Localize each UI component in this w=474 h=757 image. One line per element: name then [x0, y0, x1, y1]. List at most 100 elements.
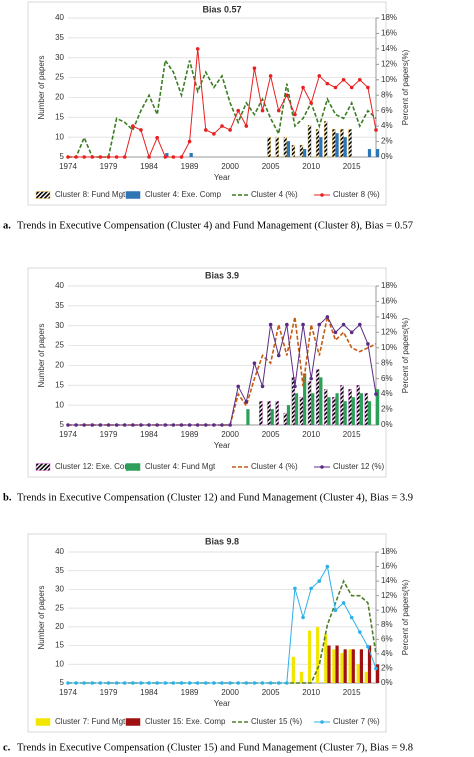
y2-tick-label: 12%	[381, 327, 397, 336]
y-tick-label: 15	[55, 112, 64, 121]
point	[366, 644, 370, 649]
point	[341, 77, 346, 82]
bar	[364, 393, 369, 426]
point	[195, 681, 200, 685]
bar	[348, 128, 352, 158]
bar	[351, 397, 355, 425]
point	[309, 101, 313, 105]
chart-frame	[27, 267, 387, 478]
point	[187, 423, 192, 427]
x-axis-label: Year	[214, 173, 231, 182]
point	[236, 681, 241, 685]
bar	[299, 144, 304, 158]
point	[131, 681, 135, 685]
x-axis-label: Year	[214, 441, 231, 450]
point	[268, 74, 273, 78]
point	[317, 322, 322, 327]
y-tick-label: 35	[55, 301, 64, 310]
y-tick-label: 40	[55, 13, 64, 22]
y2-axis-label: Percent of papers(%)	[401, 579, 410, 655]
bar	[356, 664, 360, 683]
point	[98, 681, 103, 685]
x-tick-label: 2005	[262, 162, 280, 171]
caption: Trends in Executive Compensation (Cluste…	[17, 220, 413, 231]
point	[139, 128, 143, 132]
y-tick-label: 5	[60, 152, 65, 161]
bar	[332, 128, 336, 158]
x-tick-label: 2000	[221, 430, 239, 439]
point	[309, 586, 313, 591]
point	[374, 128, 378, 132]
bar	[348, 389, 352, 426]
y2-tick-label: 2%	[381, 664, 393, 673]
bar	[327, 645, 331, 683]
bar	[283, 412, 288, 426]
caption-label: c.	[3, 742, 11, 753]
legend-swatch	[125, 463, 141, 471]
point	[82, 423, 87, 427]
point	[131, 124, 135, 128]
point	[74, 155, 78, 159]
legend-marker	[320, 720, 324, 724]
y-tick-label: 25	[55, 73, 64, 82]
point	[90, 681, 95, 685]
point	[212, 132, 216, 136]
y-tick-label: 25	[55, 341, 64, 350]
point	[374, 666, 378, 671]
point	[203, 423, 208, 427]
point	[147, 681, 151, 685]
bar	[286, 141, 291, 157]
bar	[323, 121, 328, 158]
bar	[332, 649, 336, 683]
point	[106, 681, 111, 685]
point	[98, 423, 103, 427]
bar	[294, 393, 299, 425]
point	[122, 155, 127, 159]
point	[268, 322, 273, 327]
point	[228, 128, 232, 132]
point	[228, 681, 232, 685]
point	[357, 630, 362, 634]
x-tick-label: 1984	[140, 430, 158, 439]
y2-tick-label: 2%	[381, 405, 393, 414]
x-tick-label: 2015	[343, 162, 361, 171]
point	[195, 47, 200, 51]
y2-tick-label: 12%	[381, 591, 397, 600]
point	[106, 423, 111, 427]
y2-tick-label: 8%	[381, 90, 393, 99]
legend-marker	[320, 465, 324, 469]
legend-label: Cluster 4: Fund Mgt	[145, 462, 216, 471]
bar	[340, 653, 344, 683]
point	[357, 77, 362, 82]
y-tick-label: 35	[55, 33, 64, 42]
y2-axis-label: Percent of papers(%)	[401, 49, 410, 125]
legend-label: Cluster 8 (%)	[333, 190, 380, 199]
bar	[246, 409, 250, 425]
x-tick-label: 2010	[302, 688, 320, 697]
point	[244, 681, 249, 685]
y-axis-label: Number of papers	[37, 55, 46, 119]
y2-tick-label: 12%	[381, 59, 397, 68]
bar	[376, 664, 380, 683]
bar	[340, 128, 344, 158]
bar	[291, 144, 296, 158]
point	[260, 108, 265, 113]
y2-axis-label: Percent of papers(%)	[401, 317, 410, 393]
point	[228, 423, 232, 427]
point	[114, 423, 119, 427]
point	[301, 85, 305, 90]
x-tick-label: 1989	[181, 430, 199, 439]
point	[155, 423, 159, 427]
point	[114, 681, 119, 685]
point	[220, 681, 224, 685]
bar	[351, 649, 355, 683]
bar	[348, 649, 352, 683]
y-tick-label: 20	[55, 93, 64, 102]
point	[333, 330, 338, 335]
point	[374, 392, 378, 396]
bar	[367, 401, 372, 425]
legend-label: Cluster 4: Exe. Comp	[145, 190, 222, 199]
x-tick-label: 1984	[140, 162, 158, 171]
point	[309, 376, 313, 381]
